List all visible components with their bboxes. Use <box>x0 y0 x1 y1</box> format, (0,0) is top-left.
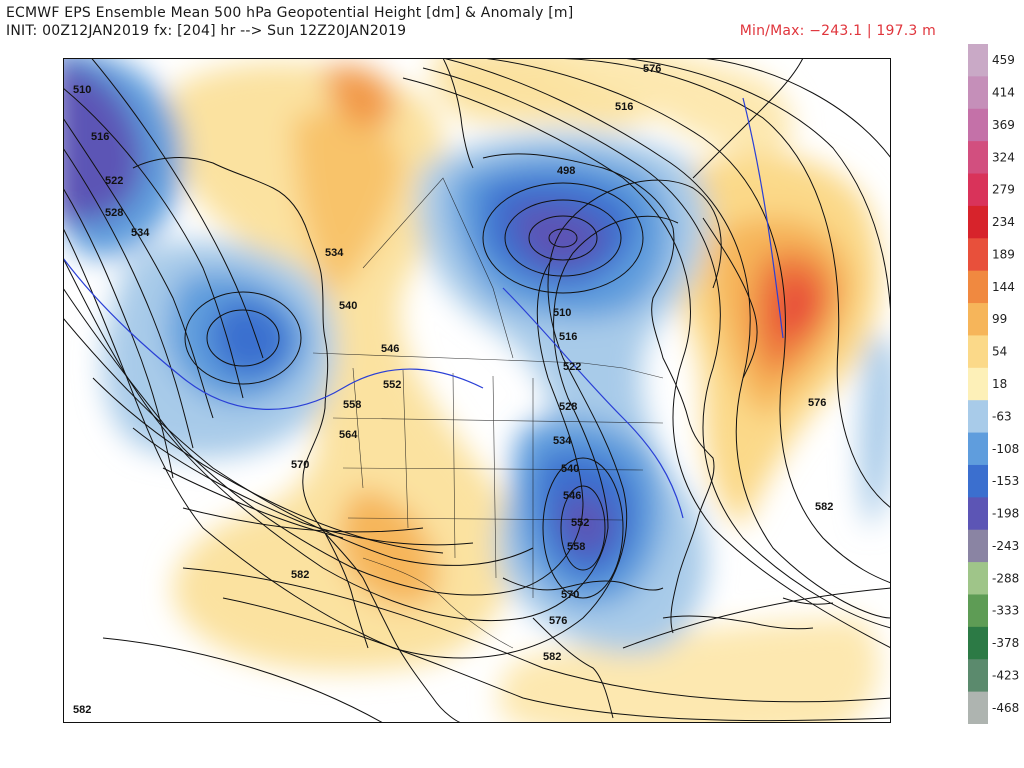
contour-label: 516 <box>559 331 577 343</box>
colorbar-swatches <box>968 44 988 724</box>
contour-label: 540 <box>339 300 357 312</box>
contour-label: 570 <box>291 459 309 471</box>
colorbar-tick-label: -378 <box>992 636 1019 650</box>
colorbar-swatch <box>968 205 988 239</box>
colorbar-ticks: 459 414 369 324 279 234 189 144 99 54 18 -63 -108 -15… <box>992 53 1019 715</box>
contour-label: 528 <box>559 401 577 413</box>
contour-label: 534 <box>553 435 572 447</box>
colorbar-tick-label: 414 <box>992 86 1015 100</box>
colorbar-swatch <box>968 141 988 175</box>
height-contours <box>63 58 891 723</box>
contour-label: 552 <box>571 517 589 529</box>
contour-label: 576 <box>643 63 661 75</box>
highlight-contours <box>63 97 784 519</box>
colorbar-swatch <box>968 529 988 563</box>
colorbar-tick-label: 189 <box>992 247 1015 261</box>
contour-label: 558 <box>567 541 585 553</box>
colorbar-swatch <box>968 367 988 401</box>
contour-labels: 510 516 522 528 534 534 540 546 552 558 … <box>73 63 833 716</box>
colorbar-tick-label: -198 <box>992 507 1019 521</box>
colorbar-swatch <box>968 659 988 693</box>
contour-label: 576 <box>808 397 826 409</box>
contour-label: 510 <box>73 84 91 96</box>
colorbar-swatch <box>968 432 988 466</box>
colorbar-swatch <box>968 303 988 336</box>
colorbar-tick-label: -468 <box>992 701 1019 715</box>
contour-label: 570 <box>561 589 579 601</box>
colorbar-tick-label: 18 <box>992 377 1007 391</box>
contour-label: 558 <box>343 399 361 411</box>
contour-label: 534 <box>325 247 344 259</box>
contour-label: 546 <box>381 343 399 355</box>
colorbar-tick-label: 99 <box>992 312 1007 326</box>
colorbar-swatch <box>968 108 988 142</box>
contour-label: 540 <box>561 463 579 475</box>
colorbar-tick-label: -108 <box>992 442 1019 456</box>
contour-label: 522 <box>563 361 581 373</box>
colorbar-swatch <box>968 400 988 434</box>
colorbar-tick-label: -333 <box>992 604 1019 618</box>
colorbar-tick-label: -153 <box>992 474 1019 488</box>
map-title: ECMWF EPS Ensemble Mean 500 hPa Geopoten… <box>6 5 574 21</box>
colorbar-swatch <box>968 562 988 595</box>
anomaly-shading <box>63 58 891 723</box>
colorbar-swatch <box>968 270 988 304</box>
colorbar-tick-label: 144 <box>992 280 1015 294</box>
colorbar-tick-label: 459 <box>992 53 1015 67</box>
min-max-readout: Min/Max: −243.1 | 197.3 m <box>739 23 936 39</box>
colorbar-swatch <box>968 626 988 660</box>
colorbar-tick-label: 324 <box>992 150 1015 164</box>
colorbar-swatch <box>968 335 988 369</box>
contour-label: 528 <box>105 207 123 219</box>
contour-label: 510 <box>553 307 571 319</box>
colorbar-tick-label: -63 <box>992 409 1012 423</box>
contour-label: 564 <box>339 429 358 441</box>
contour-label: 516 <box>91 131 109 143</box>
contour-label: 516 <box>615 101 633 113</box>
colorbar-tick-label: 279 <box>992 183 1015 197</box>
colorbar-swatch <box>968 173 988 207</box>
colorbar-tick-label: 54 <box>992 345 1007 359</box>
colorbar-swatch <box>968 238 988 272</box>
political-borders <box>312 177 664 649</box>
colorbar-tick-label: -243 <box>992 539 1019 553</box>
colorbar-tick-label: -423 <box>992 668 1019 682</box>
contour-label: 582 <box>291 569 309 581</box>
contour-label: 582 <box>815 501 833 513</box>
contour-label: 552 <box>383 379 401 391</box>
contour-label: 576 <box>549 615 567 627</box>
map-frame <box>63 58 891 723</box>
colorbar-swatch <box>968 691 988 724</box>
colorbar-swatch <box>968 44 988 77</box>
contour-label: 582 <box>543 651 561 663</box>
contour-label: 582 <box>73 704 91 716</box>
colorbar-swatch <box>968 594 988 628</box>
colorbar: 459 414 369 324 279 234 189 144 99 54 18 -63 -108 -15… <box>968 44 1019 724</box>
contour-label: 534 <box>131 227 150 239</box>
colorbar-swatch <box>968 497 988 531</box>
contour-label: 522 <box>105 175 123 187</box>
colorbar-tick-label: 369 <box>992 118 1015 132</box>
contour-label: 546 <box>563 490 581 502</box>
colorbar-tick-label: -288 <box>992 571 1019 585</box>
colorbar-swatch <box>968 76 988 110</box>
weather-map: 510 516 522 528 534 534 540 546 552 558 … <box>63 58 891 723</box>
colorbar-tick-label: 234 <box>992 215 1015 229</box>
colorbar-swatch <box>968 464 988 498</box>
contour-label: 498 <box>557 165 575 177</box>
init-forecast-time: INIT: 00Z12JAN2019 fx: [204] hr --> Sun … <box>6 23 407 39</box>
